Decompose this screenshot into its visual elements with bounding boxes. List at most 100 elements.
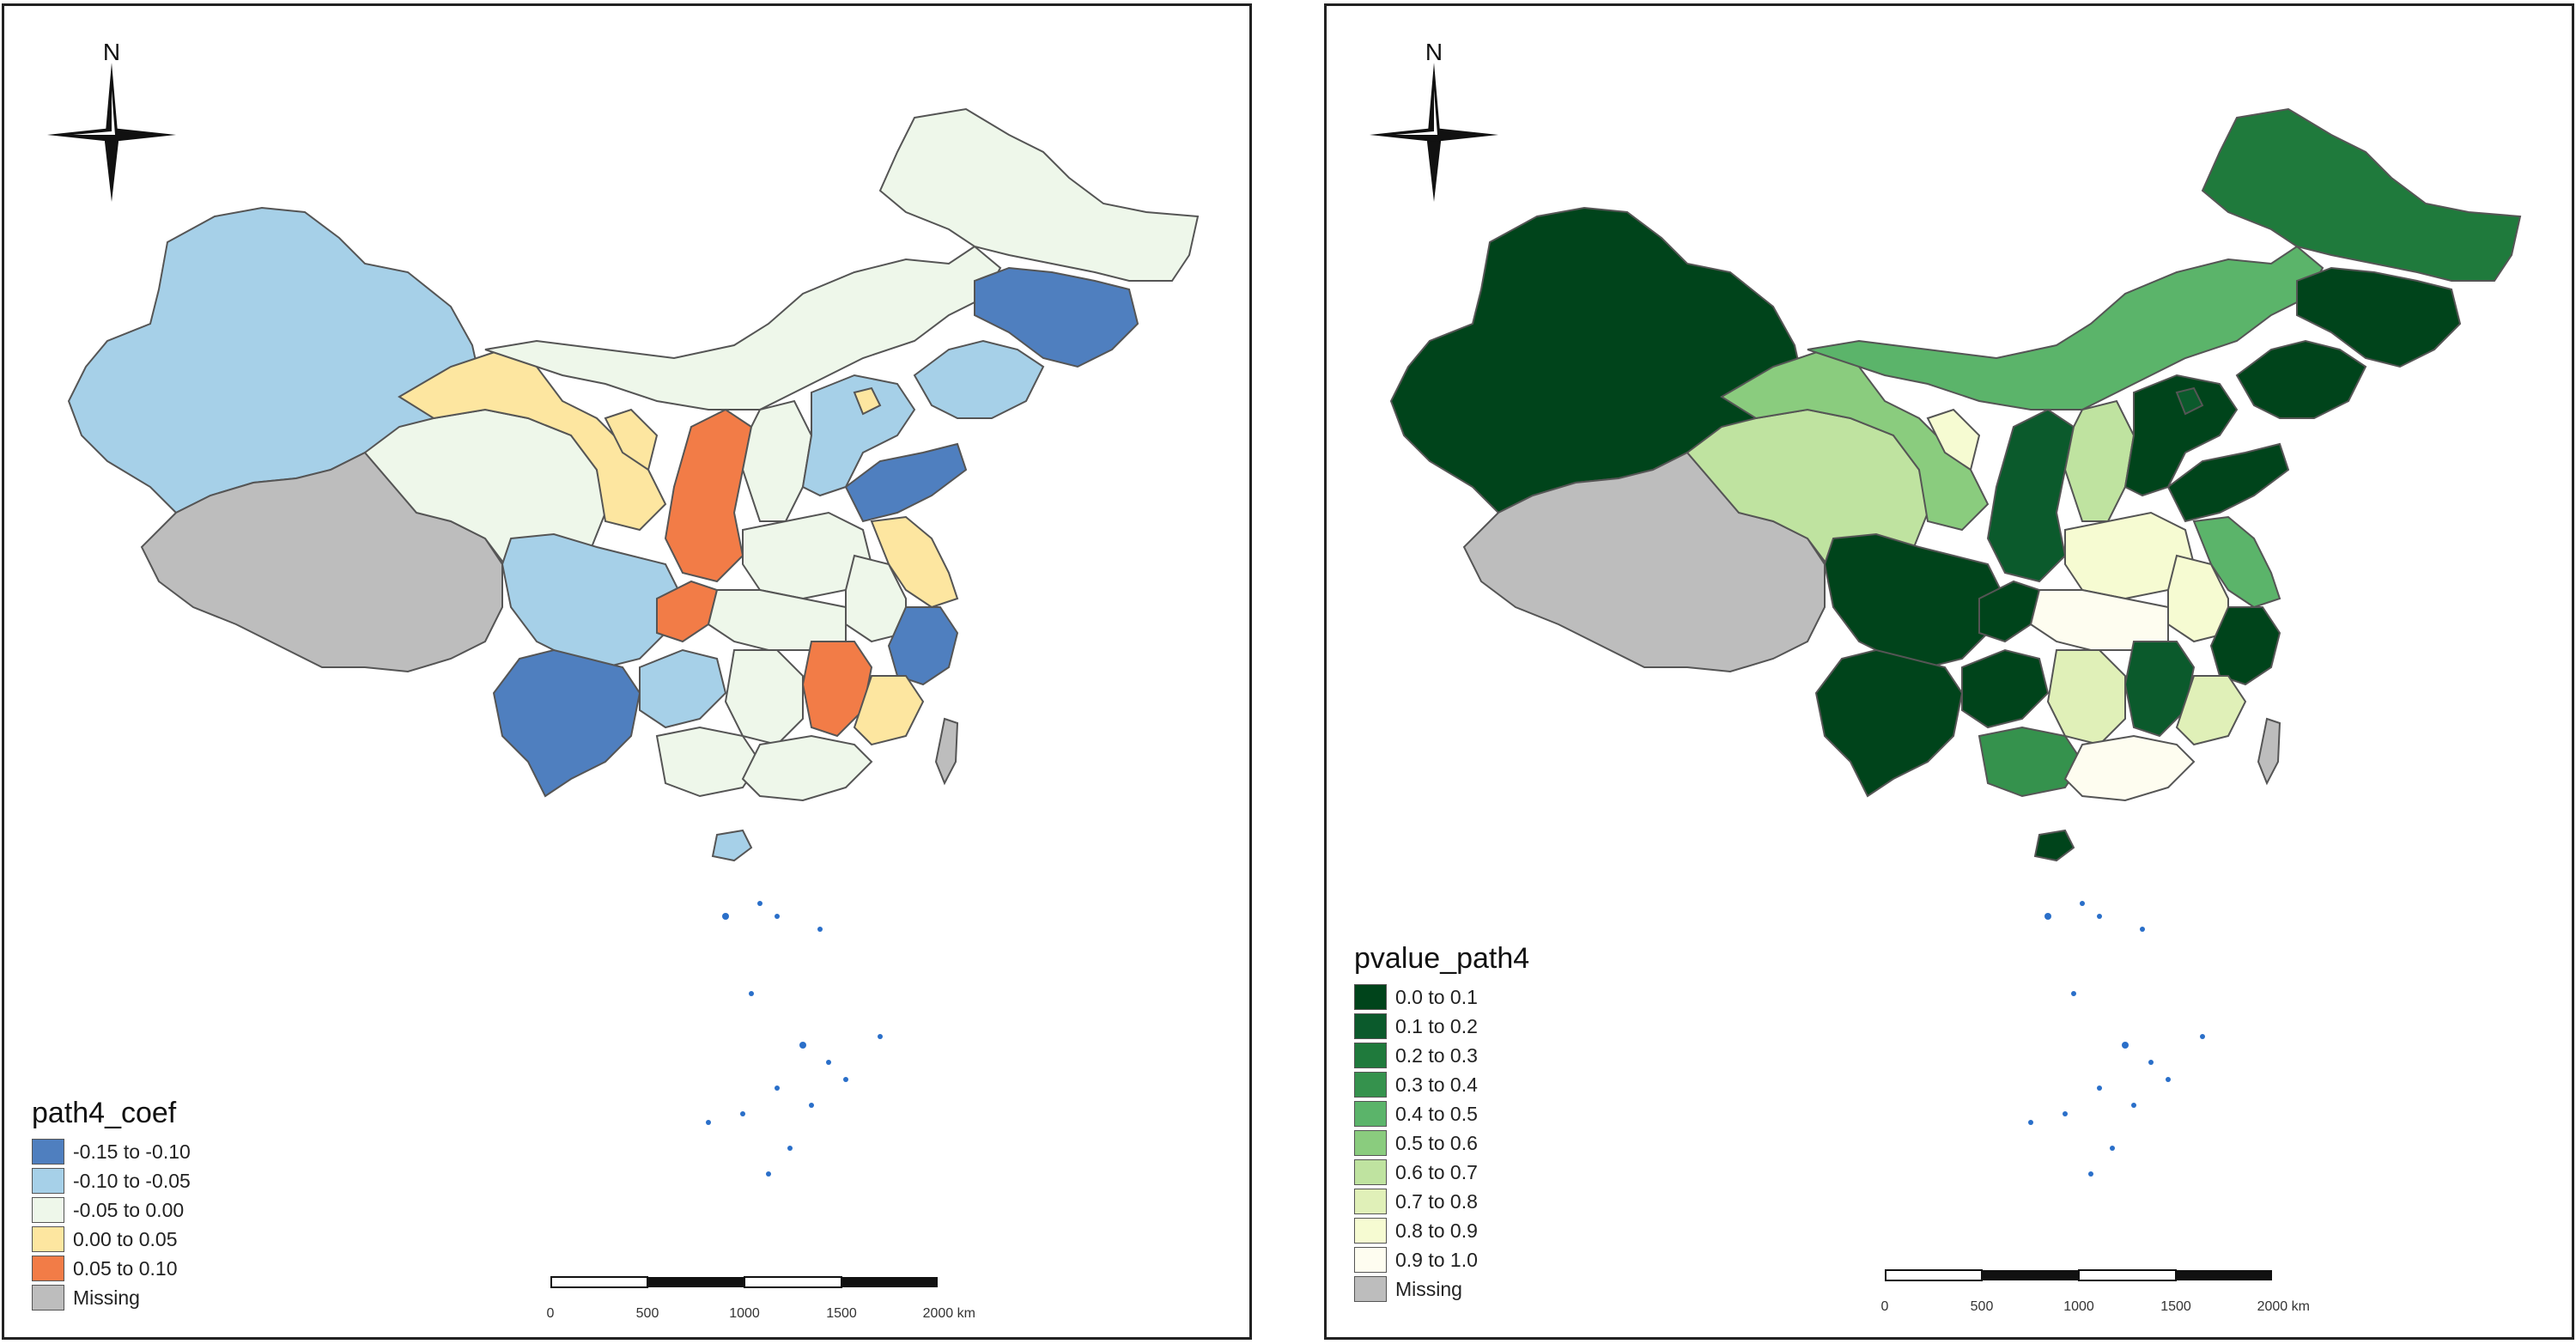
scale-tick-label: 0 (546, 1306, 555, 1321)
south-sea-islands (706, 901, 883, 1177)
region-shanxi (741, 399, 813, 522)
region-hebei (801, 374, 916, 497)
legend-swatch (1354, 1159, 1387, 1185)
scale-ticks: 0 500 1000 1500 2000 km (546, 1306, 975, 1325)
region-shaanxi (1986, 408, 2075, 583)
region-beijing (2175, 386, 2204, 416)
legend-swatch (32, 1256, 64, 1281)
legend-swatch (1354, 1130, 1387, 1156)
compass-rose-icon (1370, 63, 1498, 202)
region-hainan (2033, 829, 2075, 862)
legend-label: -0.10 to -0.05 (73, 1169, 191, 1192)
region-guangxi (655, 726, 762, 798)
region-guangdong (2063, 734, 2196, 802)
scale-tick-label: 2000 km (2257, 1299, 2310, 1314)
scale-bar: 0 500 1000 1500 2000 km (546, 1275, 975, 1327)
legend-title: pvalue_path4 (1354, 942, 1530, 975)
region-zhejiang (887, 606, 959, 686)
china-map-pvalue (1389, 107, 2522, 1177)
legend-entry: 0.05 to 0.10 (32, 1254, 191, 1283)
region-guangxi (1978, 726, 2084, 798)
region-yunnan (492, 648, 641, 798)
region-sichuan (1823, 532, 2007, 669)
scale-bar-graphic (1885, 1269, 2272, 1281)
legend-label: 0.7 to 0.8 (1395, 1189, 1478, 1213)
scale-tick-label: 2000 km (922, 1306, 975, 1321)
region-heilongjiang (878, 107, 1200, 282)
legend-entry: -0.10 to -0.05 (32, 1166, 191, 1195)
legend-entry: -0.15 to -0.10 (32, 1137, 191, 1166)
legend-label: Missing (1395, 1277, 1462, 1300)
legend-label: 0.5 to 0.6 (1395, 1131, 1478, 1154)
region-jiangxi (2123, 641, 2196, 738)
region-guangdong (741, 734, 873, 802)
region-shandong (2166, 442, 2290, 523)
legend-entry: Missing (1354, 1274, 1529, 1304)
compass-rose-icon (47, 63, 176, 202)
legend-entry: 0.0 to 0.1 (1354, 982, 1529, 1012)
legend-label: 0.00 to 0.05 (73, 1227, 178, 1250)
scale-tick-label: 500 (635, 1306, 659, 1321)
legend-swatch (1354, 984, 1387, 1010)
legend-entry: Missing (32, 1283, 191, 1312)
region-anhui (2167, 554, 2229, 643)
region-ningxia (604, 408, 659, 471)
legend-label: 0.9 to 1.0 (1395, 1248, 1478, 1271)
legend-label: 0.3 to 0.4 (1395, 1073, 1478, 1096)
legend-label: -0.15 to -0.10 (73, 1140, 191, 1163)
region-beijing (853, 386, 882, 416)
south-sea-islands (2028, 901, 2205, 1177)
region-zhejiang (2209, 606, 2281, 686)
scale-ticks: 0 500 1000 1500 2000 km (1881, 1299, 2310, 1318)
legend-swatch (1354, 1218, 1387, 1244)
legend-swatch (1354, 1276, 1387, 1302)
region-liaoning (913, 339, 1045, 419)
legend-swatch (32, 1197, 64, 1223)
region-liaoning (2235, 339, 2367, 419)
scale-tick-label: 1500 (826, 1306, 857, 1321)
region-jiangsu (2192, 515, 2281, 609)
scale-bar: 0 500 1000 1500 2000 km (1881, 1268, 2310, 1320)
legend-label: -0.05 to 0.00 (73, 1198, 185, 1221)
legend-swatch (1354, 1043, 1387, 1068)
legend-entry: 0.2 to 0.3 (1354, 1041, 1529, 1070)
region-shaanxi (664, 408, 753, 583)
region-jilin (2296, 266, 2462, 368)
region-yunnan (1814, 648, 1964, 798)
legend-label: 0.0 to 0.1 (1395, 985, 1478, 1008)
legend-swatch (32, 1226, 64, 1252)
scale-tick-label: 1000 (729, 1306, 760, 1321)
region-ningxia (1926, 408, 1981, 471)
legend-entry: -0.05 to 0.00 (32, 1195, 191, 1225)
region-taiwan (934, 717, 959, 786)
region-jiangxi (801, 641, 873, 738)
legend-label: 0.05 to 0.10 (73, 1256, 178, 1280)
north-label: N (1425, 39, 1443, 65)
legend: path4_coef -0.15 to -0.10 -0.10 to -0.05-… (32, 1097, 191, 1312)
legend-entry: 0.00 to 0.05 (32, 1225, 191, 1254)
legend-swatch (1354, 1013, 1387, 1039)
region-shandong (844, 442, 968, 523)
region-hainan (711, 829, 753, 862)
scale-tick-label: 0 (1880, 1299, 1889, 1314)
region-fujian (853, 675, 925, 746)
legend-swatch (32, 1168, 64, 1194)
region-hunan (724, 649, 804, 746)
legend-entry: 0.9 to 1.0 (1354, 1245, 1529, 1274)
legend-entry: 0.5 to 0.6 (1354, 1128, 1529, 1158)
region-fujian (2175, 675, 2247, 746)
region-hunan (2046, 649, 2126, 746)
legend-entry: 0.1 to 0.2 (1354, 1012, 1529, 1041)
legend-label: 0.1 to 0.2 (1395, 1014, 1478, 1037)
region-tibet (140, 451, 503, 673)
legend-swatch (1354, 1072, 1387, 1098)
region-guizhou (1961, 648, 2050, 729)
legend-items: -0.15 to -0.10 -0.10 to -0.05 -0.05 to 0.0… (32, 1137, 191, 1312)
legend-entry: 0.3 to 0.4 (1354, 1070, 1529, 1099)
scale-tick-label: 1500 (2160, 1299, 2191, 1314)
china-map-coef (67, 107, 1200, 1177)
legend-entry: 0.4 to 0.5 (1354, 1099, 1529, 1128)
legend-swatch (32, 1285, 64, 1311)
region-shanxi (2063, 399, 2136, 522)
region-heilongjiang (2201, 107, 2522, 282)
